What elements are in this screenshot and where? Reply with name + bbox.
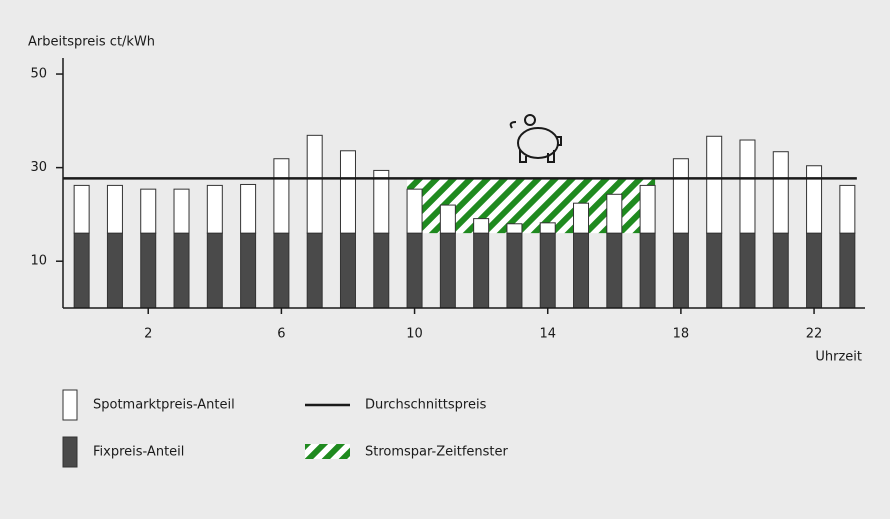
x-tick-label: 14: [539, 327, 556, 342]
bar-segment: [273, 158, 290, 234]
x-tick-label: 2: [144, 327, 152, 342]
legend-swatch: [305, 444, 350, 459]
bar-segment: [739, 139, 756, 234]
bar-segment: [140, 232, 157, 309]
bar-segment: [806, 232, 823, 309]
y-tick-label: 10: [30, 254, 47, 269]
bar-segment: [140, 188, 157, 234]
bar-segment: [506, 223, 523, 234]
bar-segment: [473, 218, 490, 234]
legend-swatch: [62, 389, 78, 421]
bar-segment: [672, 158, 689, 234]
bar-segment: [473, 232, 490, 309]
bar-segment: [639, 232, 656, 309]
bar-segment: [306, 232, 323, 309]
bar-segment: [373, 169, 390, 234]
legend-label: Fixpreis-Anteil: [93, 445, 184, 460]
bar-segment: [539, 222, 556, 234]
bar-segment: [106, 184, 123, 234]
bar-segment: [839, 232, 856, 309]
bar-segment: [573, 232, 590, 309]
legend-label: Durchschnittspreis: [365, 398, 487, 413]
bar-segment: [206, 232, 223, 309]
bar-segment: [806, 165, 823, 234]
x-tick-label: 10: [406, 327, 423, 342]
bar-segment: [73, 184, 90, 234]
bar-segment: [439, 232, 456, 309]
y-axis-title: Arbeitspreis ct/kWh: [28, 35, 155, 50]
x-tick-label: 6: [277, 327, 285, 342]
bar-segment: [240, 232, 257, 309]
bar-segment: [606, 232, 623, 309]
bar-segment: [839, 184, 856, 234]
bar-segment: [240, 183, 257, 234]
legend-label: Spotmarktpreis-Anteil: [93, 398, 235, 413]
x-tick-label: 22: [806, 327, 823, 342]
bar-segment: [606, 193, 623, 234]
bar-segment: [306, 134, 323, 234]
bar-segment: [672, 232, 689, 309]
bar-segment: [339, 150, 356, 234]
bar-segment: [173, 188, 190, 234]
x-axis-title: Uhrzeit: [815, 350, 862, 365]
bar-segment: [706, 232, 723, 309]
bar-segment: [573, 202, 590, 234]
bar-segment: [406, 232, 423, 309]
bar-segment: [439, 204, 456, 234]
x-tick-label: 18: [673, 327, 690, 342]
legend-label: Stromspar-Zeitfenster: [365, 445, 509, 460]
piggy-icon: [509, 114, 562, 163]
bar-segment: [706, 135, 723, 234]
bar-segment: [772, 232, 789, 309]
bar-segment: [73, 232, 90, 309]
bar-segment: [206, 184, 223, 234]
bar-segment: [106, 232, 123, 309]
y-tick-label: 50: [30, 67, 47, 82]
bar-segment: [506, 232, 523, 309]
bar-segment: [639, 184, 656, 234]
bar-segment: [273, 232, 290, 309]
bar-segment: [339, 232, 356, 309]
bar-segment: [406, 188, 423, 234]
y-tick-label: 30: [30, 160, 47, 175]
bar-segment: [373, 232, 390, 309]
legend-swatch: [62, 436, 78, 468]
bar-segment: [173, 232, 190, 309]
bar-segment: [739, 232, 756, 309]
bar-segment: [772, 151, 789, 234]
bar-segment: [539, 232, 556, 309]
